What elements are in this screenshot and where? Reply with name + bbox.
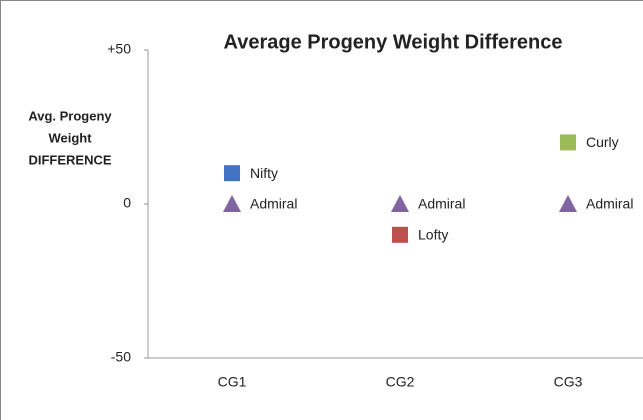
point-label: Admiral: [418, 196, 465, 212]
point-label: Curly: [586, 134, 619, 150]
y-axis-label: Weight: [48, 130, 92, 145]
x-tick-label: CG3: [554, 374, 583, 390]
y-axis-label: Avg. Progeny: [28, 108, 112, 123]
x-tick-label: CG2: [386, 374, 415, 390]
y-tick-label: -50: [111, 349, 131, 365]
point-label: Admiral: [250, 196, 297, 212]
point-label: Admiral: [586, 196, 633, 212]
chart-title: Average Progeny Weight Difference: [224, 31, 563, 53]
y-axis-label: DIFFERENCE: [28, 152, 111, 167]
marker: [223, 195, 241, 212]
point-label: Nifty: [250, 165, 278, 181]
x-tick-label: CG1: [218, 374, 247, 390]
marker: [391, 195, 409, 212]
marker: [560, 134, 576, 151]
y-tick-label: 0: [123, 195, 131, 211]
marker: [224, 165, 240, 182]
point-label: Lofty: [418, 227, 448, 243]
y-tick-label: +50: [107, 41, 131, 57]
marker: [559, 195, 577, 212]
marker: [392, 226, 408, 243]
